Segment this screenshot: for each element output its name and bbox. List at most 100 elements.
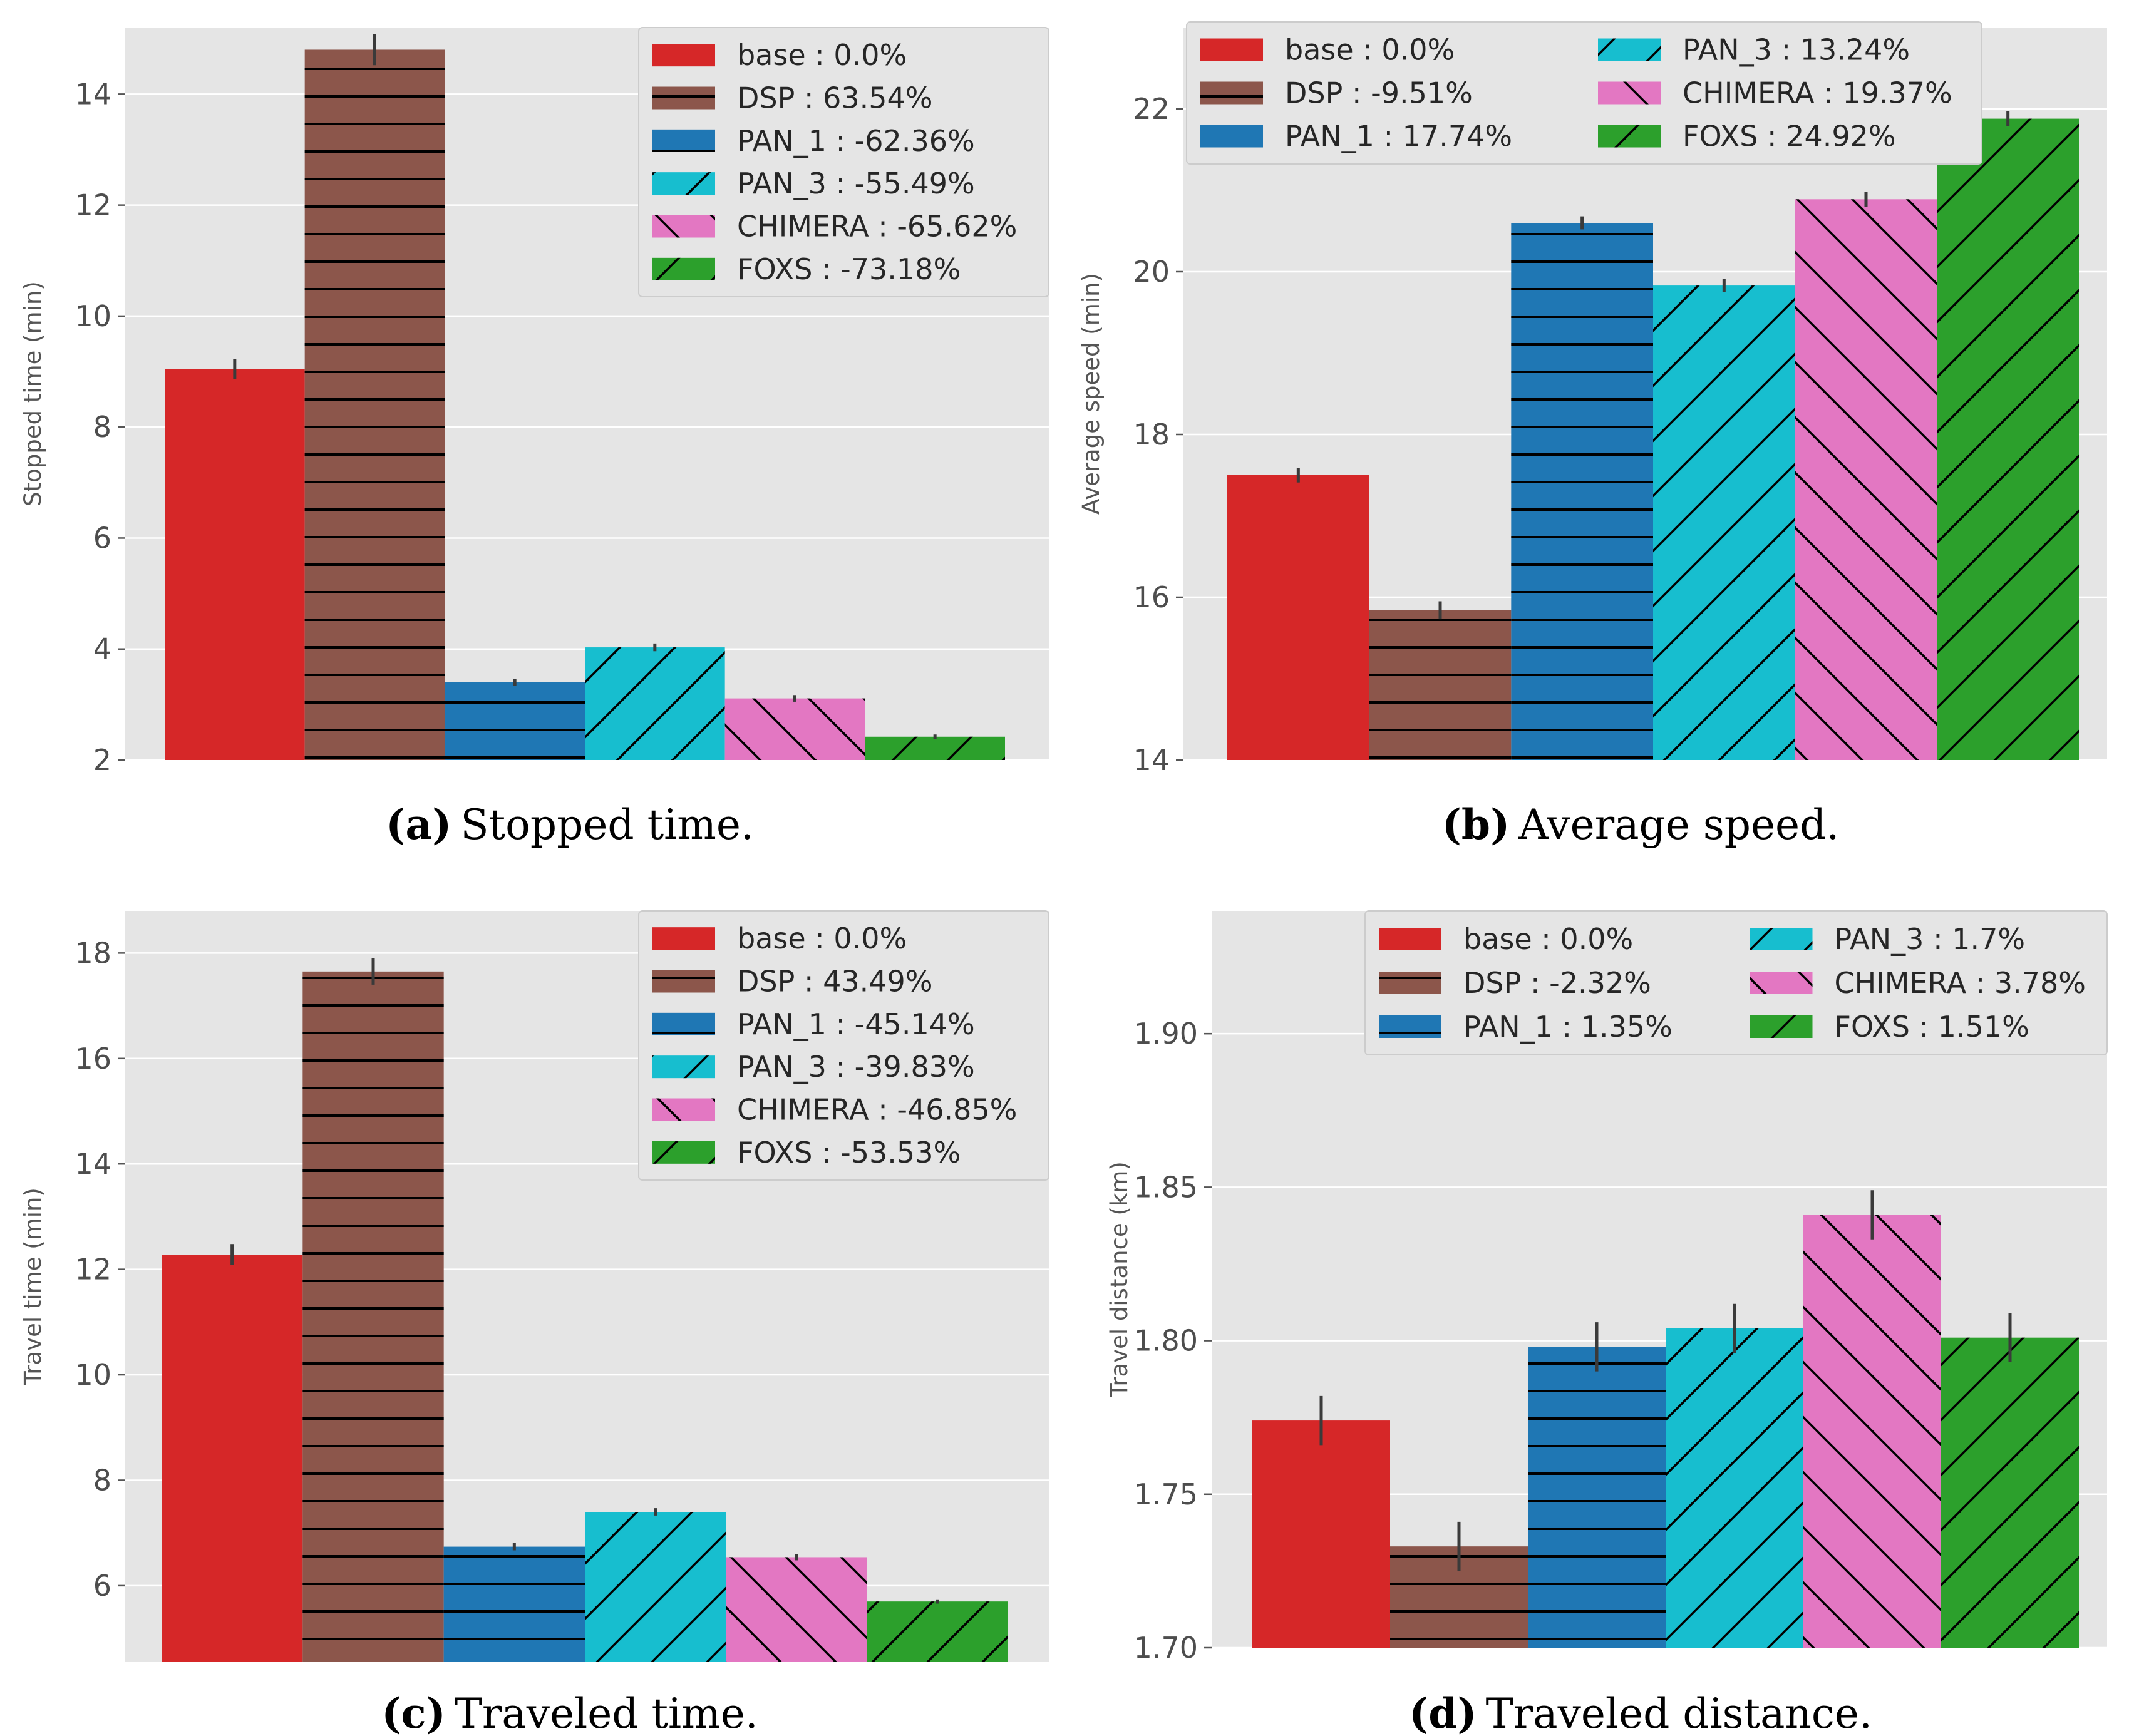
bar-hatch: [865, 736, 1005, 760]
legend-swatch-hatch: [1379, 972, 1441, 994]
bar-pan_1: [1528, 1322, 1666, 1648]
legend-label: base : 0.0%: [1285, 33, 1455, 67]
legend-box: [1364, 910, 2108, 1055]
bar-hatch: [1666, 1328, 1803, 1648]
y-tick-label: 4: [93, 632, 111, 666]
legend-label: FOXS : 24.92%: [1683, 120, 1896, 153]
bar-hatch: [1653, 285, 1795, 761]
legend-label: FOXS : -53.53%: [737, 1136, 961, 1169]
legend-item-base: base : 0.0%: [652, 922, 907, 955]
legend-box: [638, 27, 1049, 297]
bar-pan_3: [585, 643, 725, 760]
bar-pan_3: [585, 1508, 726, 1662]
bar-pan_1: [445, 679, 585, 760]
legend-label: CHIMERA : 19.37%: [1683, 76, 1952, 110]
legend-item-pan_3: PAN_3 : -55.49%: [652, 167, 975, 200]
legend-label: CHIMERA : 3.78%: [1835, 966, 2086, 1000]
legend-label: CHIMERA : -65.62%: [737, 210, 1017, 244]
legend-label: DSP : -9.51%: [1285, 76, 1473, 110]
bar-pan_1: [443, 1543, 585, 1662]
y-tick-label: 10: [75, 1358, 111, 1392]
legend-box: [638, 910, 1049, 1181]
legend-label: FOXS : -73.18%: [737, 252, 961, 286]
legend-swatch-hatch: [652, 257, 715, 280]
legend-item-foxs: FOXS : 1.51%: [1750, 1010, 2029, 1044]
legend-swatch: [652, 44, 715, 67]
bar-hatch: [726, 1557, 867, 1662]
bar-foxs: [865, 734, 1005, 760]
legend-swatch-hatch: [1598, 38, 1661, 61]
panel-c: 6 8 10 12 14 16 18 Travel time (min) base : 0.0%…: [19, 910, 1049, 1736]
legend-item-pan_1: PAN_1 : -45.14%: [652, 1007, 975, 1041]
legend-swatch-hatch: [652, 1055, 715, 1079]
legend-swatch-hatch: [652, 86, 715, 110]
bar-pan_3: [1666, 1303, 1803, 1648]
legend-item-dsp: DSP : 63.54%: [652, 81, 933, 115]
bar-hatch: [1937, 118, 2079, 761]
legend-item-base: base : 0.0%: [1379, 922, 1633, 956]
caption: (b) Average speed.: [1442, 800, 1840, 849]
legend-swatch-hatch: [652, 1098, 715, 1121]
bar-dsp: [304, 34, 445, 760]
legend-item-base: base : 0.0%: [1200, 33, 1455, 67]
y-axis-label: Travel time (min): [19, 1188, 46, 1386]
legend-label: base : 0.0%: [737, 922, 907, 955]
legend-swatch-hatch: [652, 172, 715, 195]
y-tick-label: 1.85: [1134, 1170, 1198, 1204]
bar-hatch: [302, 971, 444, 1662]
y-tick-label: 1.90: [1134, 1017, 1198, 1050]
y-tick-label: 1.70: [1134, 1631, 1198, 1665]
legend-swatch-hatch: [652, 1141, 715, 1164]
bar-hatch: [1803, 1215, 1941, 1648]
legend-item-dsp: DSP : 43.49%: [652, 965, 933, 999]
legend-label: PAN_3 : -39.83%: [737, 1050, 975, 1084]
y-tick-label: 14: [1133, 743, 1170, 777]
legend-swatch-hatch: [1598, 81, 1661, 105]
bar-fill: [165, 369, 305, 760]
y-tick-label: 14: [75, 77, 111, 111]
y-tick-label: 12: [75, 188, 111, 222]
caption-text: Average speed.: [1518, 801, 1839, 849]
bar-chimera: [1795, 192, 1937, 760]
bar-hatch: [585, 647, 725, 760]
legend-label: base : 0.0%: [1463, 922, 1633, 956]
legend-swatch: [652, 927, 715, 950]
y-tick-label: 1.75: [1134, 1477, 1198, 1511]
legend-swatch-hatch: [652, 129, 715, 152]
legend-item-pan_1: PAN_1 : 17.74%: [1200, 120, 1512, 153]
bar-hatch: [1941, 1337, 2079, 1648]
legend-label: PAN_1 : 1.35%: [1463, 1010, 1673, 1044]
bar-chimera: [724, 695, 865, 760]
bar-base: [162, 1244, 303, 1662]
y-tick-label: 18: [75, 936, 111, 970]
y-axis-label: Stopped time (min): [19, 281, 46, 506]
legend-item-pan_1: PAN_1 : -62.36%: [652, 124, 975, 158]
bar-hatch: [867, 1601, 1008, 1662]
bar-hatch: [724, 698, 865, 760]
legend-item-foxs: FOXS : -73.18%: [652, 252, 961, 286]
caption-text: Stopped time.: [460, 801, 754, 849]
y-tick-label: 20: [1133, 255, 1170, 289]
legend-label: DSP : 63.54%: [737, 81, 933, 115]
legend-item-dsp: DSP : -9.51%: [1200, 76, 1473, 110]
legend-item-pan_3: PAN_3 : -39.83%: [652, 1050, 975, 1084]
y-axis-label: Travel distance (km): [1106, 1161, 1133, 1398]
bar-chimera: [1803, 1190, 1941, 1648]
legend-swatch-hatch: [1750, 972, 1813, 994]
legend-label: PAN_3 : 13.24%: [1683, 33, 1910, 67]
legend-swatch-hatch: [1598, 125, 1661, 148]
bar-dsp: [1369, 601, 1512, 760]
legend: base : 0.0% DSP : 63.54% PAN_1 : -62.36% PA…: [638, 27, 1049, 297]
legend-item-chimera: CHIMERA : -46.85%: [652, 1093, 1017, 1127]
legend-item-dsp: DSP : -2.32%: [1379, 966, 1651, 1000]
legend-item-pan_1: PAN_1 : 1.35%: [1379, 1010, 1673, 1044]
bar-fill: [1252, 1420, 1390, 1648]
legend-label: base : 0.0%: [737, 38, 907, 72]
y-tick-label: 2: [93, 743, 111, 777]
bar-foxs: [867, 1599, 1008, 1662]
y-tick-label: 10: [75, 299, 111, 333]
panel-d: 1.70 1.75 1.80 1.85 1.90 Travel distance (km)…: [1106, 910, 2108, 1736]
caption: (a) Stopped time.: [386, 800, 754, 849]
caption-letter: (d): [1409, 1689, 1477, 1736]
